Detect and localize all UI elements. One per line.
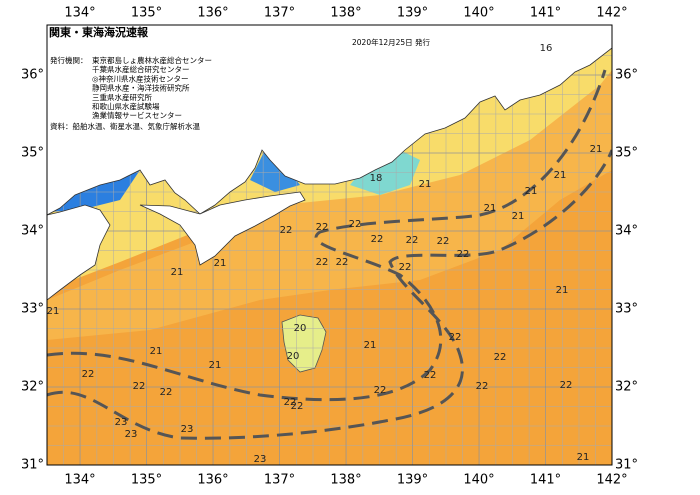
lat-label-left: 34° xyxy=(21,224,44,239)
issuer: 千葉県水産総合研究センター xyxy=(92,64,190,74)
lon-label-bottom: 138° xyxy=(330,473,361,488)
isotherm-label: 21 xyxy=(556,285,569,296)
isotherm-label: 22 xyxy=(406,235,419,246)
issuer: 東京都島しょ農林水産総合センター xyxy=(92,55,212,65)
lon-label-bottom: 141° xyxy=(530,473,561,488)
isotherm-label: 22 xyxy=(449,332,462,343)
isotherm-label: 21 xyxy=(590,144,603,155)
isotherm-label: 22 xyxy=(284,397,297,408)
lon-label-top: 136° xyxy=(197,6,228,21)
lon-label-top: 139° xyxy=(397,6,428,21)
lat-label-right: 36° xyxy=(615,68,638,83)
lat-label-left: 35° xyxy=(21,146,44,161)
lon-label-top: 135° xyxy=(131,6,162,21)
isotherm-label: 16 xyxy=(540,43,553,54)
isotherm-label: 23 xyxy=(115,417,128,428)
isotherm-label: 22 xyxy=(316,222,329,233)
issuer: ◎神奈川県水産技術センター xyxy=(92,73,189,83)
isotherm-label: 21 xyxy=(150,346,163,357)
graticule-labels: 134° 134° 135° 135° 136° 136° 137° 137° 138° 138°… xyxy=(21,6,638,488)
land xyxy=(47,25,612,216)
issuer: 和歌山県水産試験場 xyxy=(92,101,160,111)
isotherm-label: 22 xyxy=(349,219,362,230)
lon-label-bottom: 134° xyxy=(64,473,95,488)
cold-eddy xyxy=(281,314,327,373)
lat-label-right: 35° xyxy=(615,146,638,161)
lon-label-top: 140° xyxy=(463,6,494,21)
issuer-label: 発行機関： xyxy=(50,55,88,65)
isotherm-label: 21 xyxy=(364,340,377,351)
isotherm-label: 22 xyxy=(336,257,349,268)
isotherm-label: 23 xyxy=(181,424,194,435)
lat-label-right: 32° xyxy=(615,380,638,395)
lon-label-bottom: 139° xyxy=(397,473,428,488)
isotherm-label: 22 xyxy=(291,401,304,412)
lon-label-bottom: 136° xyxy=(197,473,228,488)
isotherm-label: 23 xyxy=(125,429,138,440)
isotherm-label: 21 xyxy=(577,452,590,463)
isotherm-label: 21 xyxy=(214,258,227,269)
lon-label-top: 138° xyxy=(330,6,361,21)
kuroshio-axis xyxy=(47,69,612,440)
isotherm-label: 22 xyxy=(82,369,95,380)
issuer: 三重県水産研究所 xyxy=(92,92,152,102)
isotherm-label: 21 xyxy=(554,170,567,181)
isotherm-label: 21 xyxy=(484,203,497,214)
lat-label-left: 33° xyxy=(21,302,44,317)
isotherm-label: 21 xyxy=(512,211,525,222)
isotherm-label: 22 xyxy=(476,381,489,392)
title: 関東・東海海況速報 xyxy=(49,25,149,39)
isotherm-label: 21 xyxy=(525,186,538,197)
isotherm-label: 18 xyxy=(370,173,383,184)
lat-label-right: 33° xyxy=(615,302,638,317)
lat-label-left: 31° xyxy=(21,458,44,473)
isotherm-label: 20 xyxy=(294,323,307,334)
isotherm-label: 22 xyxy=(160,387,173,398)
lon-label-bottom: 142° xyxy=(596,473,627,488)
isotherm-label: 22 xyxy=(133,381,146,392)
lon-label-top: 134° xyxy=(64,6,95,21)
isotherm-label: 21 xyxy=(171,267,184,278)
isotherm-label: 22 xyxy=(560,380,573,391)
lon-label-bottom: 140° xyxy=(463,473,494,488)
isotherm-label: 22 xyxy=(316,257,329,268)
issue-date: 2020年12月25日 発行 xyxy=(352,37,431,47)
lat-label-left: 36° xyxy=(21,68,44,83)
lon-label-bottom: 135° xyxy=(131,473,162,488)
isotherm-label: 22 xyxy=(374,385,387,396)
isotherm-label: 21 xyxy=(419,179,432,190)
lat-label-right: 31° xyxy=(615,458,638,473)
isotherm-label: 21 xyxy=(47,306,60,317)
lon-label-top: 137° xyxy=(264,6,295,21)
lat-label-left: 32° xyxy=(21,380,44,395)
isotherm-label: 22 xyxy=(399,262,412,273)
isotherm-label: 22 xyxy=(280,225,293,236)
map-frame xyxy=(46,24,613,466)
isotherm-label: 20 xyxy=(287,351,300,362)
lon-label-top: 141° xyxy=(530,6,561,21)
land xyxy=(139,191,306,266)
land xyxy=(47,204,111,301)
isotherm-label: 22 xyxy=(424,370,437,381)
isotherm-label: 23 xyxy=(254,454,267,465)
lon-label-bottom: 137° xyxy=(264,473,295,488)
lon-label-top: 142° xyxy=(596,6,627,21)
isotherm-label: 22 xyxy=(457,249,470,260)
isotherm-label: 22 xyxy=(494,352,507,363)
isotherm-label: 22 xyxy=(437,236,450,247)
data-source: 資料：船舶水温、衛星水温、気象庁解析水温 xyxy=(50,121,200,131)
issuer-list: 東京都島しょ農林水産総合センター千葉県水産総合研究センター◎神奈川県水産技術セン… xyxy=(92,55,212,120)
issuer: 漁業情報サービスセンター xyxy=(92,110,182,120)
issuer: 静岡県水産・海洋技術研究所 xyxy=(92,83,190,93)
lat-label-right: 34° xyxy=(615,224,638,239)
isotherm-label: 21 xyxy=(209,360,222,371)
isotherm-label: 22 xyxy=(371,234,384,245)
cold-bay-water xyxy=(250,150,300,192)
